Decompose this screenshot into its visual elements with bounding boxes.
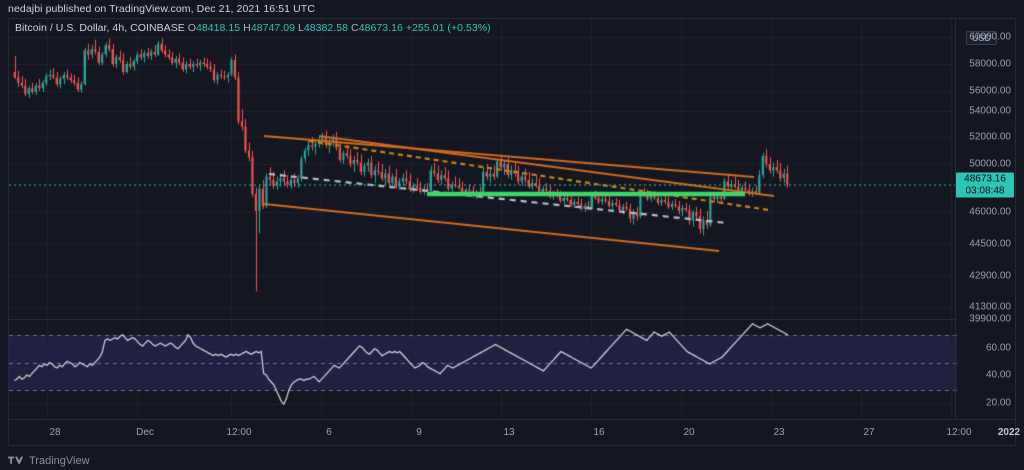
- price-tick-label: 44500.00: [969, 238, 1011, 250]
- price-tick-label: 54000.00: [969, 105, 1011, 117]
- time-tick-label: 27: [863, 427, 875, 438]
- price-tick-label: 39900.00: [969, 313, 1011, 325]
- pane-divider: [9, 319, 957, 320]
- tradingview-mark-icon: [8, 456, 24, 464]
- price-scale[interactable]: USD 60000.00 58000.00 56000.00 54000.00 5200…: [955, 19, 1015, 419]
- legend-high-key: H: [243, 22, 251, 34]
- legend-close-value: 48673.16: [358, 22, 403, 34]
- current-price-tag[interactable]: 48673.16 03:08:48: [956, 172, 1014, 198]
- oscillator-canvas: [9, 320, 957, 419]
- current-price-value: 48673.16: [964, 173, 1006, 185]
- oscillator-tick-label: 40.00: [985, 369, 1011, 381]
- legend-change: +255.01 (+0.53%): [405, 22, 491, 34]
- attribution-bar: nedajbi published on TradingView.com, De…: [0, 0, 1024, 18]
- time-tick-label: 28: [49, 427, 61, 438]
- time-tick-label: 13: [503, 427, 515, 438]
- time-tick-label: 12:00: [946, 427, 972, 438]
- currency-badge: USD: [965, 31, 997, 45]
- tradingview-logo[interactable]: TradingView: [8, 455, 90, 467]
- time-tick-label: 6: [326, 427, 332, 438]
- price-tick-label: 46000.00: [969, 206, 1011, 218]
- price-pane[interactable]: [9, 19, 957, 319]
- time-tick-label: Dec: [136, 427, 154, 438]
- legend-low-value: 48382.58: [303, 22, 349, 34]
- price-tick-label: 50000.00: [969, 158, 1011, 170]
- oscillator-tick-label: 20.00: [985, 397, 1011, 409]
- bar-countdown: 03:08:48: [965, 185, 1005, 196]
- time-tick-label: 20: [683, 427, 695, 438]
- price-tick-label: 60000.00: [969, 31, 1011, 43]
- price-canvas: [9, 19, 957, 319]
- time-tick-label: 16: [593, 427, 605, 438]
- chart-legend: Bitcoin / U.S. Dollar, 4h, COINBASE O484…: [15, 22, 491, 34]
- chart-frame: Bitcoin / U.S. Dollar, 4h, COINBASE O484…: [8, 18, 1020, 446]
- oscillator-tick-label: 60.00: [985, 342, 1011, 354]
- time-tick-label: 23: [773, 427, 785, 438]
- legend-open-value: 48418.15: [196, 22, 241, 34]
- time-tick-label: 9: [416, 427, 422, 438]
- price-tick-label: 41300.00: [969, 301, 1011, 313]
- price-tick-label: 52000.00: [969, 131, 1011, 143]
- price-tick-label: 58000.00: [969, 58, 1011, 70]
- time-tick-label: 2022: [997, 427, 1021, 438]
- legend-symbol[interactable]: Bitcoin / U.S. Dollar, 4h, COINBASE: [15, 22, 185, 34]
- price-tick-label: 56000.00: [969, 85, 1011, 97]
- legend-high-value: 48747.09: [250, 22, 296, 34]
- legend-open-key: O: [187, 22, 196, 34]
- legend-low-key: L: [297, 22, 304, 34]
- oscillator-pane[interactable]: [9, 320, 957, 419]
- time-tick-label: 12:00: [226, 427, 252, 438]
- price-tick-label: 42900.00: [969, 270, 1011, 282]
- tradingview-wordmark: TradingView: [29, 455, 90, 467]
- time-scale[interactable]: 28 Dec 12:00 6 9 13 16 20 23 27 12:00 2022: [9, 419, 1020, 445]
- legend-close-key: C: [351, 22, 359, 34]
